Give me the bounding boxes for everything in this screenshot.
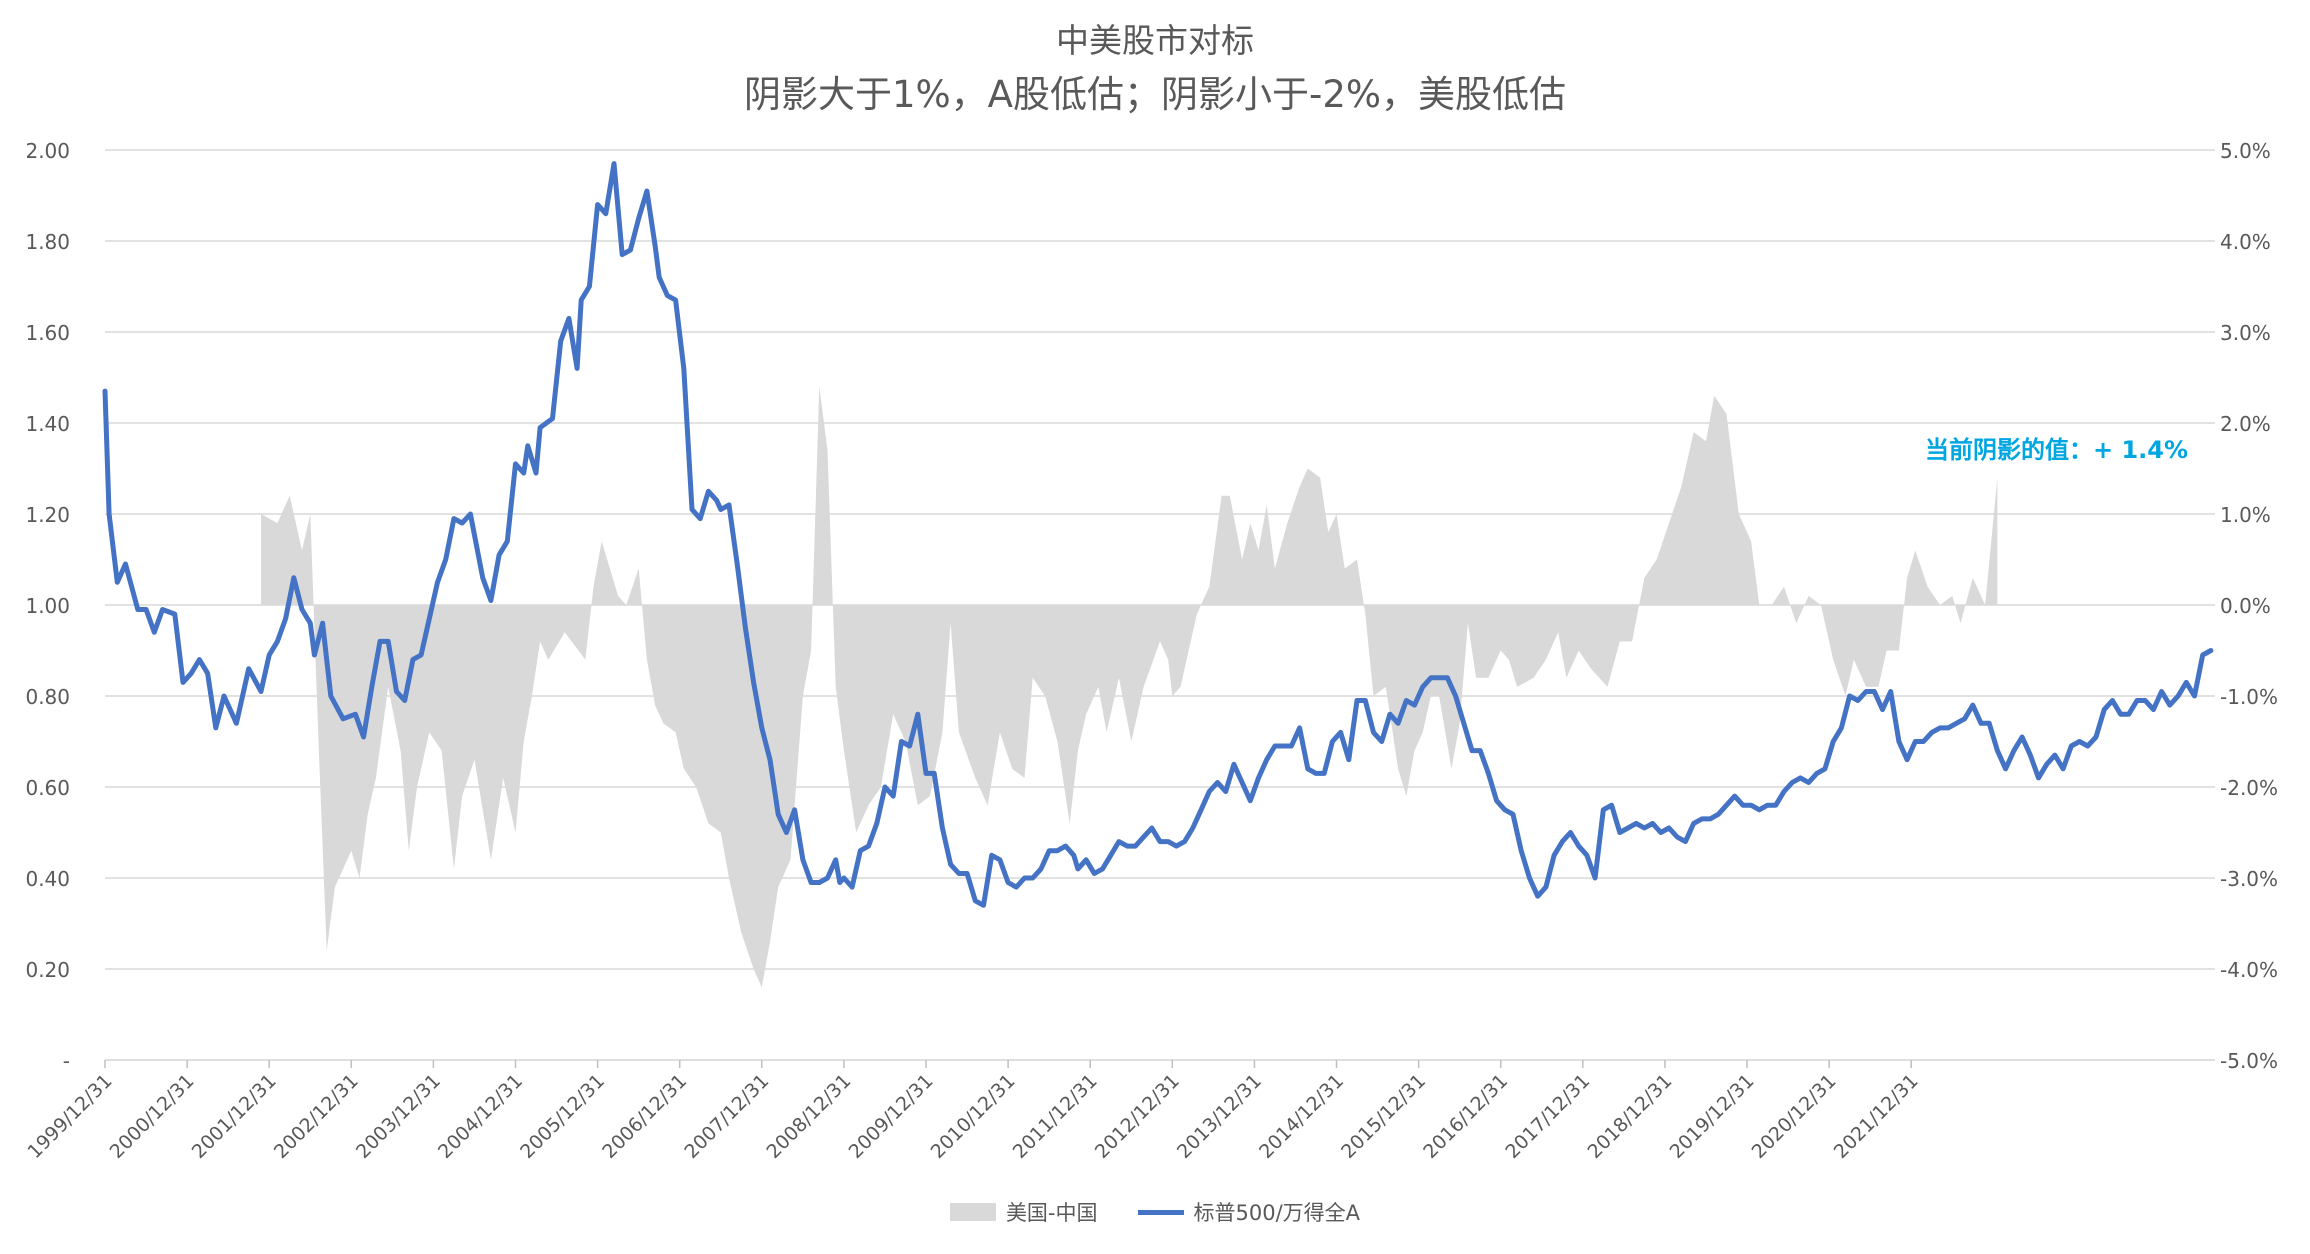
right-tick-label: 3.0% — [2220, 321, 2271, 345]
x-tick-label: 2011/12/31 — [1009, 1070, 1102, 1163]
x-tick-label: 2014/12/31 — [1255, 1070, 1348, 1163]
left-tick-label: 0.20 — [25, 958, 70, 982]
x-tick-label: 2006/12/31 — [598, 1070, 691, 1163]
left-tick-label: 1.20 — [25, 503, 70, 527]
left-tick-label: 1.80 — [25, 230, 70, 254]
x-tick-label: 2018/12/31 — [1583, 1070, 1676, 1163]
x-tick-label: 2017/12/31 — [1501, 1070, 1594, 1163]
right-tick-label: -1.0% — [2220, 685, 2278, 709]
legend-swatch-area — [949, 1203, 996, 1221]
x-tick-label: 2020/12/31 — [1748, 1070, 1841, 1163]
area-series-layer — [261, 386, 1998, 988]
right-tick-label: 2.0% — [2220, 412, 2271, 436]
left-tick-label: 1.60 — [25, 321, 70, 345]
x-tick-label: 2019/12/31 — [1666, 1070, 1759, 1163]
legend-label-area: 美国-中国 — [1005, 1201, 1098, 1225]
x-tick-label: 2021/12/31 — [1830, 1070, 1923, 1163]
line-series-path — [102, 161, 2214, 908]
line-series-layer — [102, 161, 2214, 908]
right-tick-label: 1.0% — [2220, 503, 2271, 527]
current-shadow-value-annotation: 当前阴影的值：+ 1.4% — [1925, 436, 2189, 464]
right-tick-label: -3.0% — [2220, 867, 2278, 891]
left-tick-label: 2.00 — [25, 139, 70, 163]
left-axis-ticks: - 0.20 0.40 0.60 0.80 1.00 1.20 1.40 1.60 1.80 2.0… — [25, 139, 70, 1073]
x-tick-label: 2009/12/31 — [845, 1070, 938, 1163]
right-axis-ticks: -5.0% -4.0% -3.0% -2.0% -1.0% 0.0% 1.0% 2.0% 3.0… — [2220, 139, 2278, 1073]
right-tick-label: 0.0% — [2220, 594, 2271, 618]
chart-title: 中美股市对标 — [1056, 21, 1254, 60]
legend-item-area[interactable]: 美国-中国 — [949, 1197, 1098, 1227]
legend-item-line[interactable]: 标普500/万得全A — [1137, 1197, 1361, 1227]
x-tick-label: 2008/12/31 — [762, 1070, 855, 1163]
left-tick-label: - — [63, 1049, 70, 1073]
legend-label-line: 标普500/万得全A — [1193, 1201, 1361, 1225]
x-tick-label: 2010/12/31 — [927, 1070, 1020, 1163]
x-tick-label: 2003/12/31 — [352, 1070, 445, 1163]
area-series-shape — [261, 386, 1998, 988]
x-tick-label: 2013/12/31 — [1173, 1070, 1266, 1163]
x-tick-label: 2004/12/31 — [434, 1070, 527, 1163]
chart-subtitle: 阴影大于1%，A股低估；阴影小于-2%，美股低估 — [743, 73, 1567, 116]
x-tick-label: 2007/12/31 — [680, 1070, 773, 1163]
x-tick-label: 2000/12/31 — [106, 1070, 199, 1163]
x-tick-label: 2002/12/31 — [270, 1070, 363, 1163]
right-tick-label: 4.0% — [2220, 230, 2271, 254]
right-tick-label: -5.0% — [2220, 1049, 2278, 1073]
left-tick-label: 0.80 — [25, 685, 70, 709]
x-tick-label: 1999/12/31 — [24, 1070, 117, 1163]
left-tick-label: 0.40 — [25, 867, 70, 891]
legend: 美国-中国 标普500/万得全A — [0, 1197, 2310, 1227]
x-tick-label: 2005/12/31 — [516, 1070, 609, 1163]
left-tick-label: 0.60 — [25, 776, 70, 800]
x-axis: 1999/12/312000/12/312001/12/312002/12/31… — [24, 1059, 2215, 1163]
right-tick-label: -4.0% — [2220, 958, 2278, 982]
legend-swatch-line — [1137, 1209, 1184, 1215]
x-tick-label: 2012/12/31 — [1091, 1070, 1184, 1163]
left-tick-label: 1.00 — [25, 594, 70, 618]
x-tick-label: 2015/12/31 — [1337, 1070, 1430, 1163]
x-tick-label: 2001/12/31 — [188, 1070, 281, 1163]
left-tick-label: 1.40 — [25, 412, 70, 436]
x-tick-label: 2016/12/31 — [1419, 1070, 1512, 1163]
right-tick-label: 5.0% — [2220, 139, 2271, 163]
right-tick-label: -2.0% — [2220, 776, 2278, 800]
